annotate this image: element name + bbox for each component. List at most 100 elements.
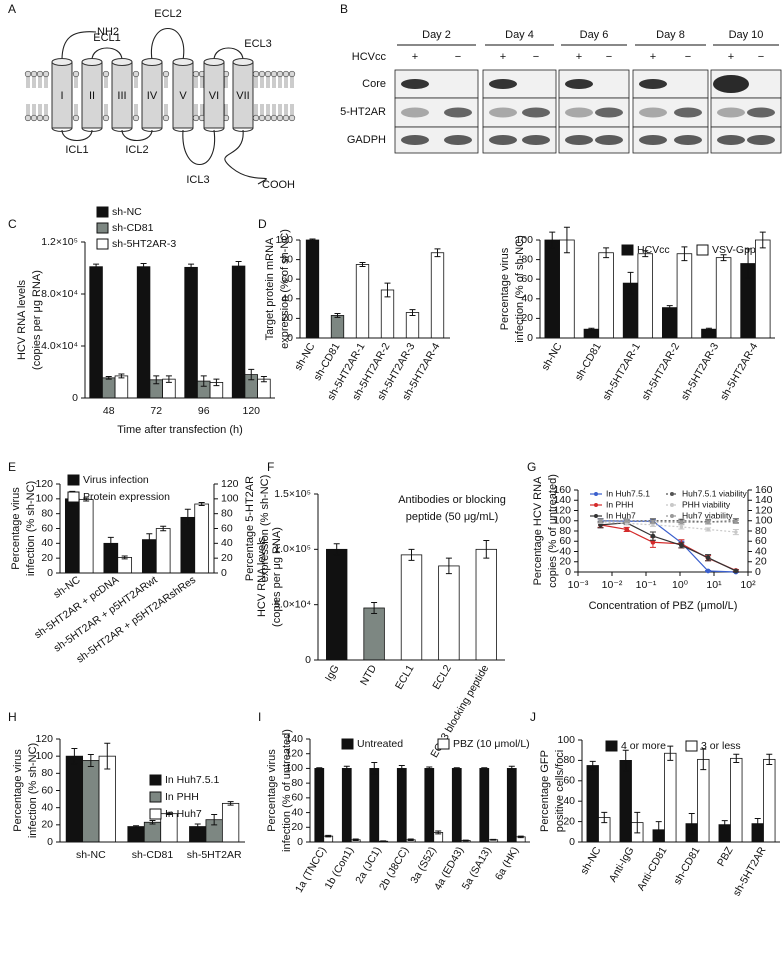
error-bar: [93, 263, 100, 270]
y-axis-label: Percentage GFP: [539, 750, 551, 832]
x-tick-label: 96: [198, 405, 210, 417]
lipid-head: [30, 70, 38, 78]
legend-label: PBZ (10 μmol/L): [453, 738, 530, 750]
y-tick-label: 60: [291, 792, 303, 804]
error-bar: [589, 760, 596, 771]
bar: [330, 315, 345, 339]
y-tick-label: 0: [305, 654, 311, 666]
lipid-head: [42, 114, 50, 122]
legend-label: sh-NC: [112, 206, 142, 218]
error-bar: [481, 767, 488, 770]
y-tick-label: 4.0×10⁴: [41, 340, 78, 352]
error-bar: [655, 821, 662, 839]
error-bar: [426, 766, 433, 771]
x-tick-label: ECL2: [430, 663, 454, 692]
legend-marker: [594, 514, 598, 518]
bar: [755, 239, 771, 339]
x-axis-label: Time after transfection (h): [117, 424, 243, 436]
helix-label: III: [117, 90, 126, 102]
y-tick-label: 80: [755, 525, 767, 537]
y-tick-label: 60: [41, 784, 53, 796]
error-bar: [754, 818, 761, 830]
lane-sign: +: [500, 51, 506, 63]
legend-label: 4 or more: [621, 740, 666, 752]
blot-band: [717, 107, 745, 118]
lane-sign: +: [412, 51, 418, 63]
icl1-loop: [61, 129, 93, 142]
helix-top: [172, 58, 194, 66]
y-tick-label: 0: [47, 567, 53, 579]
terminal-label: COOH: [262, 179, 295, 191]
y-tick-label: 120: [755, 504, 773, 516]
y-tick-label: 120: [553, 504, 571, 516]
y-axis-label: Percentage virus: [266, 749, 278, 832]
lipid-head: [270, 114, 278, 122]
y-axis-label: (copies per μg RNA): [271, 527, 283, 627]
bar: [598, 252, 614, 339]
error-bar: [343, 765, 350, 772]
row-label: HCVcc: [352, 51, 387, 63]
lipid-head: [36, 114, 44, 122]
bar: [65, 755, 84, 843]
legend-swatch: [621, 244, 634, 256]
day-label: Day 10: [729, 29, 764, 41]
y-axis-label: infection (% sh-NC): [25, 481, 37, 576]
lane-sign: −: [758, 51, 764, 63]
lipid-head: [42, 70, 50, 78]
bar: [697, 758, 710, 843]
legend-label: 3 or less: [701, 740, 741, 752]
bar: [661, 307, 678, 339]
bar: [506, 768, 517, 843]
error-bar: [384, 282, 391, 298]
point: [733, 568, 739, 574]
point: [705, 555, 711, 561]
bar: [102, 377, 116, 399]
panel-label: B: [340, 2, 348, 16]
panel-label: I: [258, 710, 261, 724]
y-tick-label: 120: [221, 478, 239, 490]
error-bar: [104, 742, 111, 770]
x-tick-label: sh-CD81: [132, 849, 174, 861]
error-bar: [766, 753, 773, 765]
helix-top: [232, 58, 254, 66]
y-tick-label: 60: [755, 535, 767, 547]
ecl1-loop: [91, 47, 123, 61]
blot-band: [489, 79, 517, 89]
legend-label: In PHH: [165, 791, 199, 803]
y-tick-label: 80: [291, 777, 303, 789]
bar: [136, 266, 151, 399]
series-line: [600, 522, 737, 572]
y-tick-label: 100: [275, 234, 293, 246]
panel-label: C: [8, 217, 17, 231]
y-tick-label: 20: [563, 815, 575, 827]
error-bar: [87, 753, 94, 767]
y-tick-label: 80: [563, 754, 575, 766]
legend-swatch: [67, 491, 80, 503]
y-tick-label: 80: [41, 767, 53, 779]
y-tick-label: 100: [35, 750, 53, 762]
lipid-head: [72, 70, 80, 78]
error-bar: [622, 749, 629, 772]
blot-band: [444, 135, 472, 145]
error-bar: [434, 248, 441, 258]
lipid-head: [72, 114, 80, 122]
legend-swatch: [96, 206, 109, 218]
error-bar: [733, 753, 740, 763]
legend-swatch: [437, 738, 450, 750]
helix-label: VII: [236, 90, 249, 102]
y-tick-label: 0: [565, 566, 571, 578]
x-tick-label: 10⁰: [672, 579, 689, 591]
legend-label: In Huh7: [165, 808, 202, 820]
lipid-head: [282, 114, 290, 122]
bar: [396, 768, 407, 843]
error-bar: [700, 748, 707, 771]
helix-label: I: [60, 90, 63, 102]
blot-band: [565, 79, 593, 89]
day-label: Day 2: [422, 29, 451, 41]
bar: [763, 758, 776, 843]
lipid-head: [288, 114, 296, 122]
legend-label: Huh7 viability: [682, 510, 733, 520]
blot-band: [401, 79, 429, 89]
helix-bottom: [203, 127, 225, 132]
blot-band: [713, 75, 749, 93]
